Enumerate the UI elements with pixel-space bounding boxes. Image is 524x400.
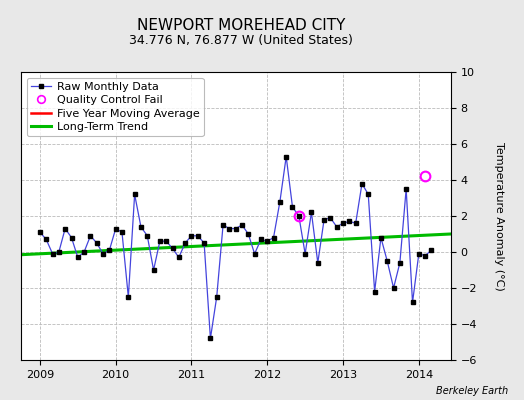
Text: NEWPORT MOREHEAD CITY: NEWPORT MOREHEAD CITY xyxy=(137,18,345,33)
Text: 34.776 N, 76.877 W (United States): 34.776 N, 76.877 W (United States) xyxy=(129,34,353,47)
Legend: Raw Monthly Data, Quality Control Fail, Five Year Moving Average, Long-Term Tren: Raw Monthly Data, Quality Control Fail, … xyxy=(27,78,204,136)
Y-axis label: Temperature Anomaly (°C): Temperature Anomaly (°C) xyxy=(494,142,504,290)
Text: Berkeley Earth: Berkeley Earth xyxy=(436,386,508,396)
